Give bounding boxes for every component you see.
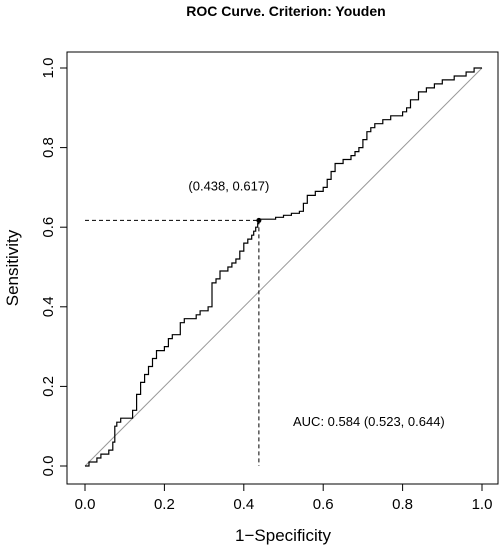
optimal-point-marker [256,217,262,223]
roc-curve-line [85,67,482,467]
y-tick-label: 0.6 [40,217,57,238]
reference-diagonal-line [84,67,483,467]
y-tick-label: 0.8 [40,137,57,158]
optimal-point-label: (0.438, 0.617) [188,178,269,193]
y-tick-label: 1.0 [40,58,57,79]
x-tick-label: 0.8 [392,496,413,513]
x-tick-label: 1.0 [472,496,493,513]
x-axis: 0.0 0.2 0.4 0.6 0.8 1.0 [75,484,493,513]
y-tick-label: 0.4 [40,296,57,317]
plot-frame [66,51,499,485]
x-tick-label: 0.0 [75,496,96,513]
x-tick-label: 0.6 [313,496,334,513]
y-tick-label: 0.2 [40,376,57,397]
x-axis-label: 1−Specificity [235,526,331,545]
auc-annotation: AUC: 0.584 (0.523, 0.644) [293,414,445,429]
y-axis: 0.0 0.2 0.4 0.6 0.8 1.0 [40,58,67,477]
y-axis-label: Sensitivity [3,229,22,306]
x-tick-label: 0.4 [233,496,254,513]
x-tick-label: 0.2 [154,496,175,513]
chart-title: ROC Curve. Criterion: Youden [186,3,385,19]
y-tick-label: 0.0 [40,456,57,477]
